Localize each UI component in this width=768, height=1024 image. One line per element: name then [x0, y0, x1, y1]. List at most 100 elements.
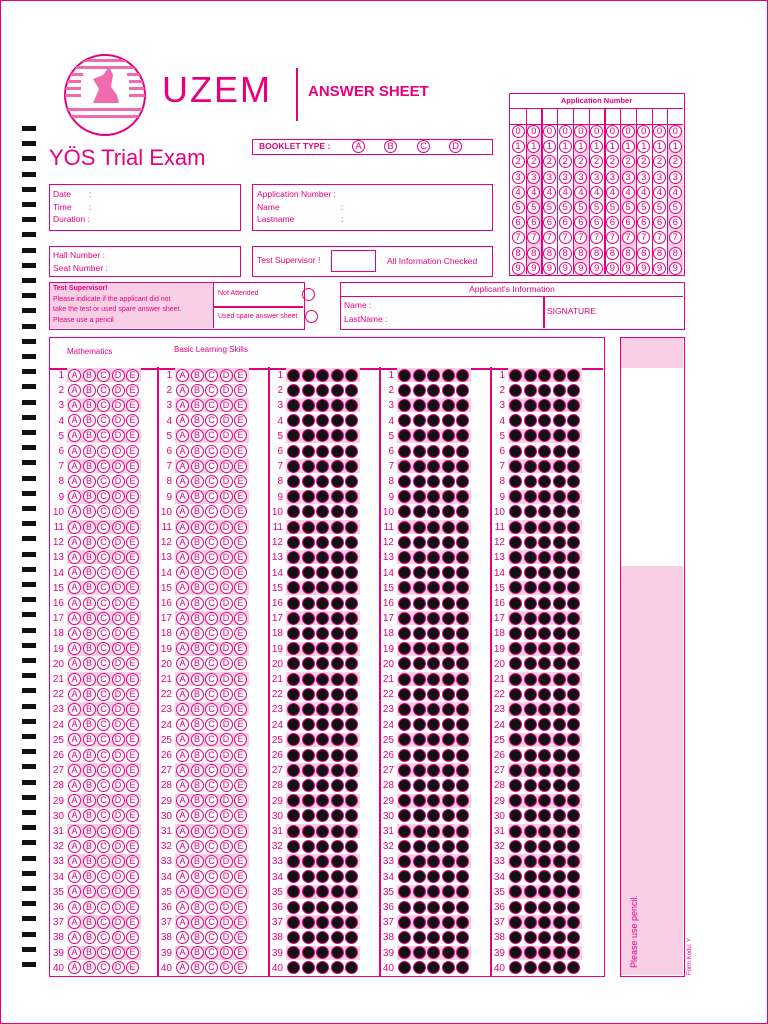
answer-bubble-d[interactable]: [330, 596, 344, 610]
app-digit-bubble[interactable]: 0: [605, 125, 619, 138]
answer-bubble-b[interactable]: [301, 474, 315, 488]
answer-bubble-e[interactable]: [456, 611, 469, 625]
answer-bubble-d[interactable]: D: [219, 718, 233, 732]
answer-bubble-a[interactable]: A: [68, 900, 81, 914]
answer-bubble-a[interactable]: A: [68, 946, 81, 960]
answer-bubble-c[interactable]: [427, 581, 440, 595]
answer-bubble-a[interactable]: [509, 566, 522, 580]
answer-bubble-d[interactable]: [330, 505, 344, 519]
answer-bubble-a[interactable]: A: [176, 763, 189, 777]
answer-bubble-a[interactable]: [509, 778, 522, 792]
answer-bubble-a[interactable]: A: [176, 702, 189, 716]
answer-bubble-d[interactable]: D: [111, 733, 125, 747]
answer-bubble-e[interactable]: E: [234, 566, 247, 580]
answer-bubble-c[interactable]: C: [205, 459, 218, 473]
answer-bubble-e[interactable]: [345, 702, 358, 716]
answer-bubble-c[interactable]: [316, 459, 329, 473]
answer-bubble-a[interactable]: A: [68, 839, 81, 853]
answer-bubble-c[interactable]: C: [205, 733, 218, 747]
answer-bubble-b[interactable]: [523, 794, 537, 808]
answer-bubble-d[interactable]: [552, 930, 566, 944]
app-digit-bubble[interactable]: 5: [653, 201, 667, 214]
answer-bubble-c[interactable]: [538, 596, 551, 610]
answer-bubble-d[interactable]: [441, 474, 455, 488]
answer-bubble-c[interactable]: C: [205, 854, 218, 868]
answer-bubble-a[interactable]: A: [176, 490, 189, 504]
answer-bubble-b[interactable]: B: [190, 946, 204, 960]
answer-bubble-c[interactable]: [538, 778, 551, 792]
app-digit-bubble[interactable]: 5: [590, 201, 604, 214]
answer-bubble-a[interactable]: A: [176, 946, 189, 960]
answer-bubble-a[interactable]: A: [176, 550, 189, 564]
answer-bubble-b[interactable]: B: [190, 459, 204, 473]
app-digit-bubble[interactable]: 0: [668, 125, 682, 138]
answer-bubble-d[interactable]: D: [111, 824, 125, 838]
answer-bubble-d[interactable]: [330, 733, 344, 747]
answer-bubble-c[interactable]: [427, 657, 440, 671]
answer-bubble-a[interactable]: [398, 733, 411, 747]
app-digit-bubble[interactable]: 1: [542, 140, 556, 154]
answer-bubble-a[interactable]: A: [176, 520, 189, 534]
app-digit-bubble[interactable]: 5: [621, 201, 635, 214]
answer-bubble-c[interactable]: C: [205, 763, 218, 777]
app-digit-bubble[interactable]: 9: [621, 261, 635, 275]
answer-bubble-d[interactable]: D: [219, 778, 233, 792]
answer-bubble-d[interactable]: D: [111, 383, 125, 397]
answer-bubble-a[interactable]: A: [176, 672, 189, 686]
answer-bubble-e[interactable]: E: [126, 961, 139, 975]
answer-bubble-e[interactable]: [345, 474, 358, 488]
answer-bubble-e[interactable]: E: [126, 581, 139, 595]
answer-bubble-c[interactable]: [538, 611, 551, 625]
answer-bubble-e[interactable]: [456, 414, 469, 428]
answer-bubble-b[interactable]: [301, 854, 315, 868]
answer-bubble-e[interactable]: [456, 794, 469, 808]
app-digit-bubble[interactable]: 4: [668, 185, 682, 199]
answer-bubble-e[interactable]: [456, 854, 469, 868]
answer-bubble-a[interactable]: A: [68, 672, 81, 686]
answer-bubble-d[interactable]: D: [111, 535, 125, 549]
answer-bubble-e[interactable]: [567, 566, 580, 580]
answer-bubble-d[interactable]: [552, 809, 566, 823]
app-digit-bubble[interactable]: 6: [542, 216, 556, 230]
answer-bubble-c[interactable]: [538, 854, 551, 868]
answer-bubble-b[interactable]: B: [190, 672, 204, 686]
answer-bubble-c[interactable]: [427, 505, 440, 519]
answer-bubble-e[interactable]: [456, 581, 469, 595]
answer-bubble-d[interactable]: D: [111, 429, 125, 443]
answer-bubble-a[interactable]: [509, 596, 522, 610]
answer-bubble-d[interactable]: [552, 794, 566, 808]
booklet-option-c[interactable]: C: [417, 140, 430, 153]
answer-bubble-c[interactable]: C: [97, 809, 110, 823]
answer-bubble-d[interactable]: D: [111, 702, 125, 716]
answer-bubble-b[interactable]: [523, 961, 537, 975]
answer-bubble-b[interactable]: [301, 885, 315, 899]
answer-bubble-e[interactable]: E: [126, 687, 139, 701]
answer-bubble-a[interactable]: [398, 596, 411, 610]
answer-bubble-a[interactable]: [509, 915, 522, 929]
answer-bubble-b[interactable]: [301, 398, 315, 412]
answer-bubble-c[interactable]: C: [205, 687, 218, 701]
answer-bubble-b[interactable]: B: [82, 596, 96, 610]
answer-bubble-a[interactable]: [287, 520, 300, 534]
answer-bubble-e[interactable]: E: [126, 839, 139, 853]
answer-bubble-b[interactable]: B: [82, 505, 96, 519]
answer-bubble-c[interactable]: [427, 383, 440, 397]
answer-bubble-e[interactable]: [345, 961, 358, 975]
app-digit-bubble[interactable]: 3: [558, 170, 572, 184]
answer-bubble-d[interactable]: D: [219, 535, 233, 549]
answer-bubble-a[interactable]: [287, 596, 300, 610]
answer-bubble-a[interactable]: [509, 672, 522, 686]
answer-bubble-b[interactable]: [523, 581, 537, 595]
answer-bubble-b[interactable]: B: [82, 900, 96, 914]
answer-bubble-b[interactable]: B: [82, 748, 96, 762]
answer-bubble-b[interactable]: B: [82, 520, 96, 534]
answer-bubble-a[interactable]: [509, 414, 522, 428]
answer-bubble-d[interactable]: [552, 687, 566, 701]
app-digit-bubble[interactable]: 3: [527, 170, 541, 184]
answer-bubble-e[interactable]: [345, 535, 358, 549]
answer-bubble-d[interactable]: [441, 961, 455, 975]
answer-bubble-e[interactable]: [456, 429, 469, 443]
answer-bubble-d[interactable]: [330, 870, 344, 884]
answer-bubble-c[interactable]: [316, 763, 329, 777]
answer-bubble-d[interactable]: D: [219, 839, 233, 853]
